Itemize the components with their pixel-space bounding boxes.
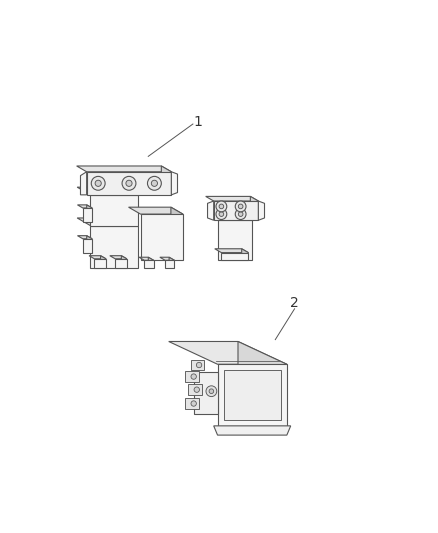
Polygon shape (224, 370, 281, 419)
Circle shape (238, 212, 243, 216)
Polygon shape (145, 260, 154, 268)
Polygon shape (251, 196, 258, 220)
Polygon shape (91, 225, 138, 268)
Polygon shape (171, 172, 177, 195)
Polygon shape (87, 205, 92, 222)
Polygon shape (215, 249, 248, 253)
Polygon shape (169, 257, 174, 268)
Polygon shape (171, 207, 183, 260)
Polygon shape (160, 257, 174, 260)
Polygon shape (77, 187, 138, 195)
Polygon shape (115, 259, 127, 268)
Polygon shape (125, 187, 138, 225)
Circle shape (148, 176, 161, 190)
Polygon shape (139, 257, 154, 260)
Text: 2: 2 (290, 296, 299, 310)
Polygon shape (218, 220, 252, 260)
Polygon shape (77, 218, 138, 225)
Polygon shape (83, 239, 92, 253)
Polygon shape (101, 256, 106, 268)
Polygon shape (185, 371, 199, 382)
Circle shape (216, 201, 227, 212)
Polygon shape (87, 236, 92, 253)
Circle shape (151, 180, 158, 187)
Circle shape (95, 180, 101, 187)
Polygon shape (188, 384, 202, 395)
Polygon shape (242, 249, 248, 260)
Circle shape (206, 386, 217, 397)
Polygon shape (214, 201, 258, 220)
Polygon shape (148, 257, 154, 268)
Polygon shape (214, 426, 291, 435)
Circle shape (238, 204, 243, 209)
Polygon shape (78, 205, 92, 208)
Polygon shape (191, 360, 205, 370)
Polygon shape (89, 256, 106, 259)
Polygon shape (194, 372, 218, 414)
Circle shape (216, 209, 227, 220)
Polygon shape (125, 218, 138, 268)
Circle shape (235, 209, 246, 220)
Polygon shape (81, 172, 87, 195)
Polygon shape (221, 253, 248, 260)
Circle shape (219, 204, 224, 209)
Polygon shape (185, 398, 199, 409)
Polygon shape (78, 236, 92, 239)
Circle shape (191, 374, 196, 379)
Text: 1: 1 (194, 115, 203, 128)
Polygon shape (110, 256, 127, 259)
Polygon shape (165, 260, 174, 268)
Circle shape (126, 180, 132, 187)
Circle shape (219, 212, 224, 216)
Polygon shape (128, 207, 183, 214)
Polygon shape (206, 196, 258, 201)
Polygon shape (83, 208, 92, 222)
Polygon shape (242, 214, 252, 260)
Circle shape (196, 362, 202, 368)
Circle shape (191, 401, 196, 406)
Circle shape (91, 176, 105, 190)
Polygon shape (161, 166, 171, 195)
Polygon shape (208, 214, 252, 220)
Circle shape (235, 201, 246, 212)
Polygon shape (77, 166, 171, 172)
Polygon shape (208, 201, 214, 220)
Circle shape (194, 387, 199, 392)
Polygon shape (141, 214, 183, 260)
Polygon shape (94, 259, 106, 268)
Circle shape (209, 389, 214, 393)
Circle shape (122, 176, 136, 190)
Polygon shape (218, 364, 287, 426)
Polygon shape (258, 201, 265, 220)
Polygon shape (238, 342, 287, 426)
Polygon shape (121, 256, 127, 268)
Polygon shape (169, 342, 287, 364)
Polygon shape (91, 195, 138, 225)
Polygon shape (87, 172, 171, 195)
